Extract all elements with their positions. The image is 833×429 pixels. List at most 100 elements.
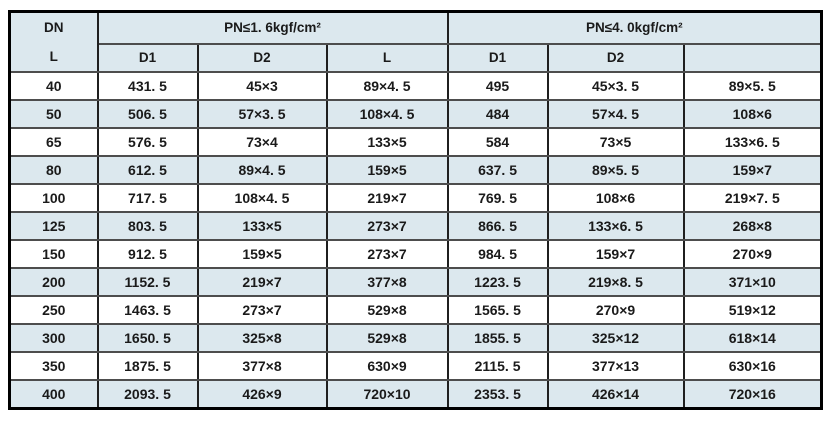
table-row: 250 1463. 5 273×7 529×8 1565. 5 270×9 519×12 bbox=[8, 295, 823, 325]
value-cell: 89×5. 5 bbox=[546, 155, 685, 185]
value-cell: 426×9 bbox=[196, 379, 328, 409]
value-cell: 133×6. 5 bbox=[546, 211, 685, 241]
value-cell: 273×7 bbox=[325, 239, 449, 269]
dn-cell: 40 bbox=[8, 71, 99, 101]
value-cell: 630×9 bbox=[325, 351, 449, 381]
value-cell: 506. 5 bbox=[96, 99, 199, 129]
value-cell: 769. 5 bbox=[446, 183, 549, 213]
value-cell: 45×3. 5 bbox=[546, 71, 685, 101]
group-header-row: DN L PN≤1. 6kgf/cm² PN≤4. 0kgf/cm² bbox=[8, 10, 823, 73]
value-cell: 108×4. 5 bbox=[325, 99, 449, 129]
value-cell: 1152. 5 bbox=[96, 267, 199, 297]
value-cell: 618×14 bbox=[682, 323, 823, 353]
value-cell: 133×5 bbox=[325, 127, 449, 157]
value-cell: 377×13 bbox=[546, 351, 685, 381]
dn-cell: 80 bbox=[8, 155, 99, 185]
value-cell: 866. 5 bbox=[446, 211, 549, 241]
value-cell: 325×12 bbox=[546, 323, 685, 353]
subheader-l-left: L bbox=[325, 42, 449, 74]
corner-stack: DN L bbox=[12, 13, 96, 70]
value-cell: 57×3. 5 bbox=[196, 99, 328, 129]
table-row: 80 612. 5 89×4. 5 159×5 637. 5 89×5. 5 159×7 bbox=[8, 155, 823, 185]
value-cell: 1650. 5 bbox=[96, 323, 199, 353]
value-cell: 431. 5 bbox=[96, 71, 199, 101]
value-cell: 89×4. 5 bbox=[325, 71, 449, 101]
table-row: 400 2093. 5 426×9 720×10 2353. 5 426×14 720×16 bbox=[8, 379, 823, 409]
value-cell: 576. 5 bbox=[96, 127, 199, 157]
value-cell: 984. 5 bbox=[446, 239, 549, 269]
value-cell: 273×7 bbox=[325, 211, 449, 241]
value-cell: 2093. 5 bbox=[96, 379, 199, 409]
value-cell: 529×8 bbox=[325, 295, 449, 325]
table-row: 200 1152. 5 219×7 377×8 1223. 5 219×8. 5 371×1… bbox=[8, 267, 823, 297]
value-cell: 57×4. 5 bbox=[546, 99, 685, 129]
table-row: 40 431. 5 45×3 89×4. 5 495 45×3. 5 89×5. 5 bbox=[8, 71, 823, 101]
value-cell: 717. 5 bbox=[96, 183, 199, 213]
dn-cell: 65 bbox=[8, 127, 99, 157]
value-cell: 495 bbox=[446, 71, 549, 101]
value-cell: 219×7 bbox=[196, 267, 328, 297]
table-row: 300 1650. 5 325×8 529×8 1855. 5 325×12 618×14 bbox=[8, 323, 823, 353]
subheader-d2-right: D2 bbox=[546, 42, 685, 74]
spec-table: DN L PN≤1. 6kgf/cm² PN≤4. 0kgf/cm² D1 D2… bbox=[8, 10, 824, 410]
dn-cell: 150 bbox=[8, 239, 99, 269]
table-row: 100 717. 5 108×4. 5 219×7 769. 5 108×6 219×7. … bbox=[8, 183, 823, 213]
value-cell: 273×7 bbox=[196, 295, 328, 325]
dn-cell: 200 bbox=[8, 267, 99, 297]
value-cell: 1463. 5 bbox=[96, 295, 199, 325]
group-header-pn16: PN≤1. 6kgf/cm² bbox=[96, 10, 449, 45]
value-cell: 803. 5 bbox=[96, 211, 199, 241]
sub-header-row: D1 D2 L D1 D2 bbox=[10, 42, 823, 74]
table-body: 40 431. 5 45×3 89×4. 5 495 45×3. 5 89×5. 5 50 50… bbox=[8, 71, 823, 409]
table-header: DN L PN≤1. 6kgf/cm² PN≤4. 0kgf/cm² D1 D2… bbox=[8, 10, 823, 74]
value-cell: 159×7 bbox=[546, 239, 685, 269]
page: DN L PN≤1. 6kgf/cm² PN≤4. 0kgf/cm² D1 D2… bbox=[8, 10, 824, 410]
table-row: 150 912. 5 159×5 273×7 984. 5 159×7 270×9 bbox=[8, 239, 823, 269]
value-cell: 219×7 bbox=[325, 183, 449, 213]
value-cell: 268×8 bbox=[682, 211, 823, 241]
group-header-pn40: PN≤4. 0kgf/cm² bbox=[446, 10, 823, 45]
value-cell: 720×10 bbox=[325, 379, 449, 409]
value-cell: 612. 5 bbox=[96, 155, 199, 185]
value-cell: 73×5 bbox=[546, 127, 685, 157]
value-cell: 159×5 bbox=[325, 155, 449, 185]
table-row: 50 506. 5 57×3. 5 108×4. 5 484 57×4. 5 108×6 bbox=[8, 99, 823, 129]
subheader-blank bbox=[682, 42, 823, 74]
value-cell: 73×4 bbox=[196, 127, 328, 157]
dn-cell: 100 bbox=[8, 183, 99, 213]
value-cell: 377×8 bbox=[325, 267, 449, 297]
value-cell: 529×8 bbox=[325, 323, 449, 353]
value-cell: 219×7. 5 bbox=[682, 183, 823, 213]
value-cell: 133×5 bbox=[196, 211, 328, 241]
value-cell: 1565. 5 bbox=[446, 295, 549, 325]
value-cell: 1875. 5 bbox=[96, 351, 199, 381]
value-cell: 159×5 bbox=[196, 239, 328, 269]
corner-header-cell: DN L bbox=[8, 10, 99, 73]
dn-cell: 250 bbox=[8, 295, 99, 325]
value-cell: 484 bbox=[446, 99, 549, 129]
subheader-d1-right: D1 bbox=[446, 42, 549, 74]
value-cell: 1855. 5 bbox=[446, 323, 549, 353]
dn-cell: 350 bbox=[8, 351, 99, 381]
value-cell: 219×8. 5 bbox=[546, 267, 685, 297]
value-cell: 426×14 bbox=[546, 379, 685, 409]
value-cell: 630×16 bbox=[682, 351, 823, 381]
value-cell: 519×12 bbox=[682, 295, 823, 325]
table-row: 350 1875. 5 377×8 630×9 2115. 5 377×13 630×16 bbox=[8, 351, 823, 381]
value-cell: 159×7 bbox=[682, 155, 823, 185]
dn-cell: 400 bbox=[8, 379, 99, 409]
value-cell: 45×3 bbox=[196, 71, 328, 101]
dn-cell: 50 bbox=[8, 99, 99, 129]
subheader-d2-left: D2 bbox=[196, 42, 328, 74]
corner-bottom-label: L bbox=[49, 49, 58, 64]
value-cell: 720×16 bbox=[682, 379, 823, 409]
value-cell: 108×6 bbox=[682, 99, 823, 129]
corner-top-label: DN bbox=[44, 20, 64, 35]
table-row: 65 576. 5 73×4 133×5 584 73×5 133×6. 5 bbox=[8, 127, 823, 157]
table-row: 125 803. 5 133×5 273×7 866. 5 133×6. 5 268×8 bbox=[8, 211, 823, 241]
value-cell: 2115. 5 bbox=[446, 351, 549, 381]
subheader-d1-left: D1 bbox=[96, 42, 199, 74]
value-cell: 133×6. 5 bbox=[682, 127, 823, 157]
value-cell: 108×4. 5 bbox=[196, 183, 328, 213]
value-cell: 912. 5 bbox=[96, 239, 199, 269]
